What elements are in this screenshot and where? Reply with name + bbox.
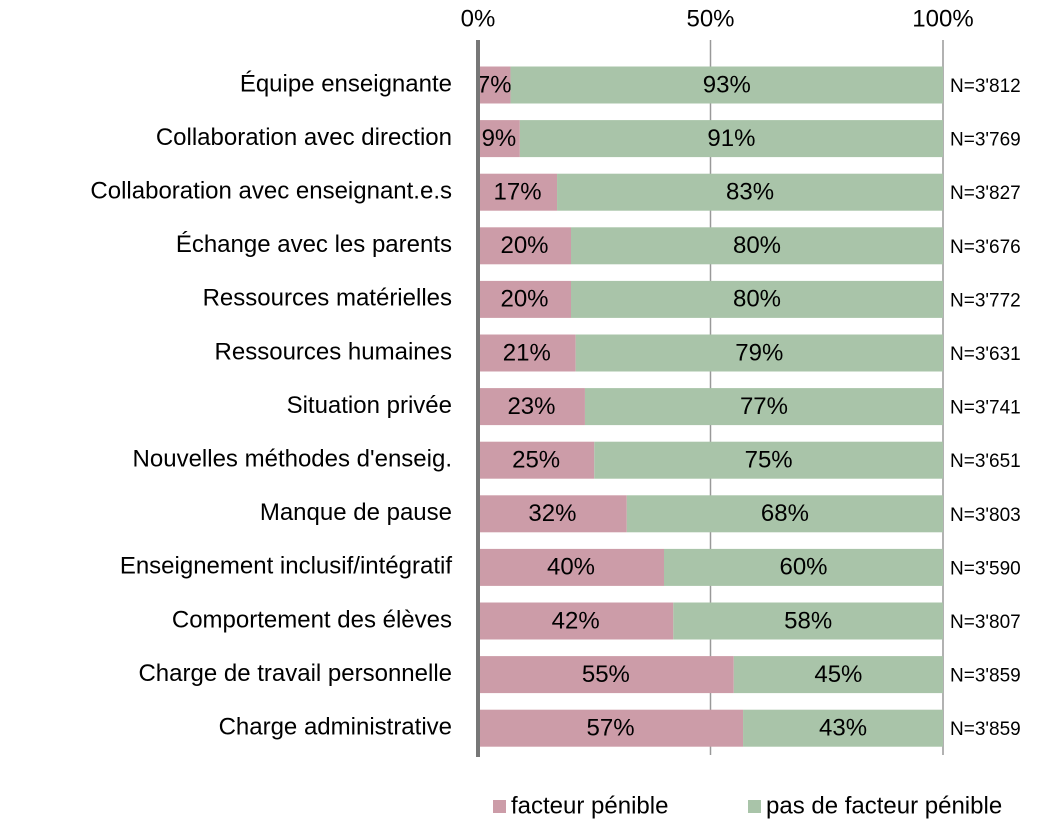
- bar-segment: [673, 602, 943, 640]
- n-label: N=3'651: [950, 451, 1021, 472]
- value-label: 20%: [500, 286, 548, 313]
- category-label: Manque de pause: [260, 499, 452, 526]
- bar-segment: [478, 441, 595, 479]
- value-label: 25%: [512, 447, 560, 474]
- value-label: 75%: [745, 447, 793, 474]
- value-label: 17%: [494, 179, 542, 206]
- n-label: N=3'741: [950, 398, 1021, 419]
- n-label: N=3'772: [950, 290, 1021, 311]
- bar-segment: [478, 173, 558, 211]
- value-label: 23%: [507, 393, 555, 420]
- legend-label: facteur pénible: [511, 792, 668, 819]
- bar-segment: [478, 656, 734, 694]
- bar-segment: [571, 280, 943, 318]
- bar-segment: [733, 656, 943, 694]
- n-label: N=3'812: [950, 76, 1021, 97]
- legend-swatch: [748, 800, 761, 813]
- bar-segment: [594, 441, 943, 479]
- category-label: Collaboration avec direction: [156, 124, 452, 151]
- value-label: 80%: [733, 232, 781, 259]
- bar-segment: [626, 495, 943, 533]
- n-label: N=3'803: [950, 505, 1021, 526]
- bar-segment: [743, 709, 943, 747]
- value-label: 21%: [503, 339, 551, 366]
- value-label: 83%: [726, 179, 774, 206]
- category-label: Collaboration avec enseignant.e.s: [90, 178, 452, 205]
- value-label: 55%: [582, 661, 630, 688]
- value-label: 42%: [552, 607, 600, 634]
- category-label: Ressources matérielles: [203, 285, 452, 312]
- value-label: 9%: [482, 125, 517, 152]
- bar-segment: [557, 173, 943, 211]
- bar-segment: [510, 66, 943, 104]
- x-tick-label: 0%: [461, 5, 496, 32]
- bar-segment: [478, 602, 674, 640]
- category-label: Nouvelles méthodes d'enseig.: [133, 446, 452, 473]
- value-label: 57%: [587, 715, 635, 742]
- value-label: 60%: [779, 554, 827, 581]
- n-label: N=3'676: [950, 237, 1021, 258]
- category-label: Échange avec les parents: [176, 231, 452, 258]
- category-label: Comportement des élèves: [172, 606, 452, 633]
- n-label: N=3'807: [950, 612, 1021, 633]
- n-label: N=3'631: [950, 344, 1021, 365]
- bar-segment: [478, 495, 627, 533]
- value-label: 68%: [761, 500, 809, 527]
- category-label: Équipe enseignante: [240, 70, 452, 97]
- value-label: 91%: [707, 125, 755, 152]
- value-label: 43%: [819, 715, 867, 742]
- bar-segment: [478, 227, 571, 265]
- value-label: 93%: [703, 71, 751, 98]
- bar-segment: [478, 388, 585, 426]
- bar-segment: [519, 120, 943, 158]
- bar-segment: [571, 227, 943, 265]
- bar-segment: [478, 120, 520, 158]
- n-label: N=3'769: [950, 130, 1021, 151]
- category-label: Charge administrative: [219, 714, 452, 741]
- x-tick-label: 50%: [686, 5, 734, 32]
- bar-segment: [575, 334, 943, 372]
- bar-segment: [584, 388, 943, 426]
- bar-segment: [478, 66, 511, 104]
- value-label: 32%: [528, 500, 576, 527]
- x-tick-label: 100%: [912, 5, 973, 32]
- value-label: 40%: [547, 554, 595, 581]
- legend-swatch: [493, 800, 506, 813]
- bar-segment: [478, 280, 571, 318]
- value-label: 58%: [784, 607, 832, 634]
- value-label: 79%: [735, 339, 783, 366]
- value-label: 20%: [500, 232, 548, 259]
- bar-segment: [478, 334, 576, 372]
- category-label: Situation privée: [287, 392, 452, 419]
- bar-segment: [478, 709, 744, 747]
- category-label: Charge de travail personnelle: [138, 660, 452, 687]
- n-label: N=3'859: [950, 666, 1021, 687]
- bar-segment: [478, 548, 664, 586]
- category-label: Ressources humaines: [215, 338, 452, 365]
- category-label: Enseignement inclusif/intégratif: [120, 553, 453, 580]
- value-label: 80%: [733, 286, 781, 313]
- value-label: 7%: [477, 71, 512, 98]
- legend-label: pas de facteur pénible: [766, 792, 1002, 819]
- n-label: N=3'827: [950, 183, 1021, 204]
- value-label: 77%: [740, 393, 788, 420]
- bar-segment: [664, 548, 943, 586]
- value-label: 45%: [814, 661, 862, 688]
- n-label: N=3'859: [950, 719, 1021, 740]
- n-label: N=3'590: [950, 558, 1021, 579]
